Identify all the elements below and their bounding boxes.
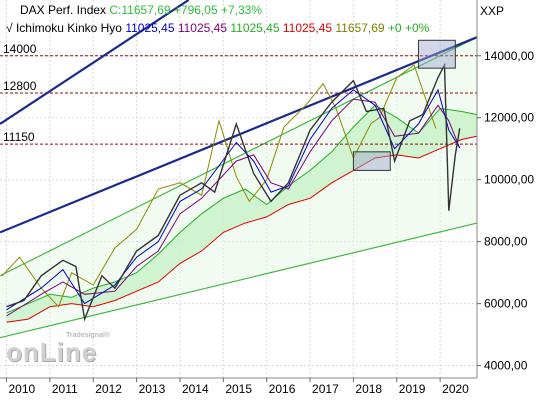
x-tick-label: 2013 bbox=[139, 382, 166, 396]
header-line-2: √ Ichimoku Kinko Hyo 11025,45 11025,45 1… bbox=[6, 21, 429, 35]
header-line-1: DAX Perf. Index C:11657,69 +796,05 +7,33… bbox=[20, 3, 262, 17]
plot-area: 14000 12800 11150 bbox=[0, 0, 478, 378]
x-tick-label: 2011 bbox=[52, 382, 78, 396]
change-pct: +0% bbox=[404, 21, 430, 35]
steep-trendline bbox=[0, 0, 190, 125]
indicator-icon: √ bbox=[6, 21, 13, 35]
y-tick-label: 12000,00 bbox=[484, 111, 534, 125]
series-kijun bbox=[6, 98, 461, 317]
level-label: 11150 bbox=[3, 130, 35, 144]
tenkan-value: 11025,45 bbox=[125, 21, 175, 35]
x-tick-label: 2019 bbox=[399, 382, 426, 396]
x-tick-label: 2018 bbox=[355, 382, 382, 396]
right-axis-label: XXP bbox=[480, 4, 505, 18]
y-tick-label: 4000,00 bbox=[484, 359, 528, 373]
x-tick-label: 2012 bbox=[95, 382, 122, 396]
tradesignal-logo: Tradesignal® onLine bbox=[6, 332, 110, 365]
y-tick-label: 10000,00 bbox=[484, 173, 534, 187]
close-value: C:11657,69 bbox=[109, 3, 171, 17]
change-value: +796,05 bbox=[173, 3, 218, 17]
chikou-value: 11657,69 bbox=[335, 21, 385, 35]
y-tick-label: 6000,00 bbox=[484, 297, 528, 311]
trend-channel-fill bbox=[0, 37, 477, 338]
series-tenkan bbox=[6, 88, 461, 311]
support-trendline bbox=[0, 36, 478, 234]
x-tick-label: 2014 bbox=[182, 382, 209, 396]
level-label: 12800 bbox=[3, 79, 37, 93]
x-tick-label: 2015 bbox=[225, 382, 252, 396]
logo-sub: Tradesignal® bbox=[66, 332, 111, 339]
x-tick-label: 2017 bbox=[312, 382, 339, 396]
series-senkou-b bbox=[6, 135, 478, 323]
change-abs: +0 bbox=[387, 21, 402, 35]
x-tick-label: 2020 bbox=[442, 382, 469, 396]
senkou-a-value: 11025,45 bbox=[230, 21, 280, 35]
change-percent: +7,33% bbox=[220, 3, 263, 17]
index-name: DAX Perf. Index bbox=[20, 3, 107, 17]
senkou-b-value: 11025,45 bbox=[282, 21, 333, 35]
indicator-name: Ichimoku Kinko Hyo bbox=[15, 21, 122, 35]
logo-main: onLine bbox=[6, 337, 98, 367]
series-dax-perf-index bbox=[6, 62, 461, 322]
axes: 4000,00 6000,00 8000,00 10000,00 12000,00 140… bbox=[0, 0, 534, 396]
channel-lower-line bbox=[0, 222, 478, 339]
series-senkou-a bbox=[6, 104, 478, 314]
y-tick-label: 8000,00 bbox=[484, 235, 528, 249]
highlight-box-bottom bbox=[352, 151, 391, 171]
y-tick-label: 14000,00 bbox=[484, 49, 534, 63]
series-chikou bbox=[1, 64, 437, 308]
x-tick-label: 2010 bbox=[9, 382, 36, 396]
x-tick-label: 2016 bbox=[269, 382, 296, 396]
level-label: 14000 bbox=[3, 42, 37, 56]
highlight-box-top bbox=[417, 39, 456, 69]
kijun-value: 11025,45 bbox=[177, 21, 228, 35]
